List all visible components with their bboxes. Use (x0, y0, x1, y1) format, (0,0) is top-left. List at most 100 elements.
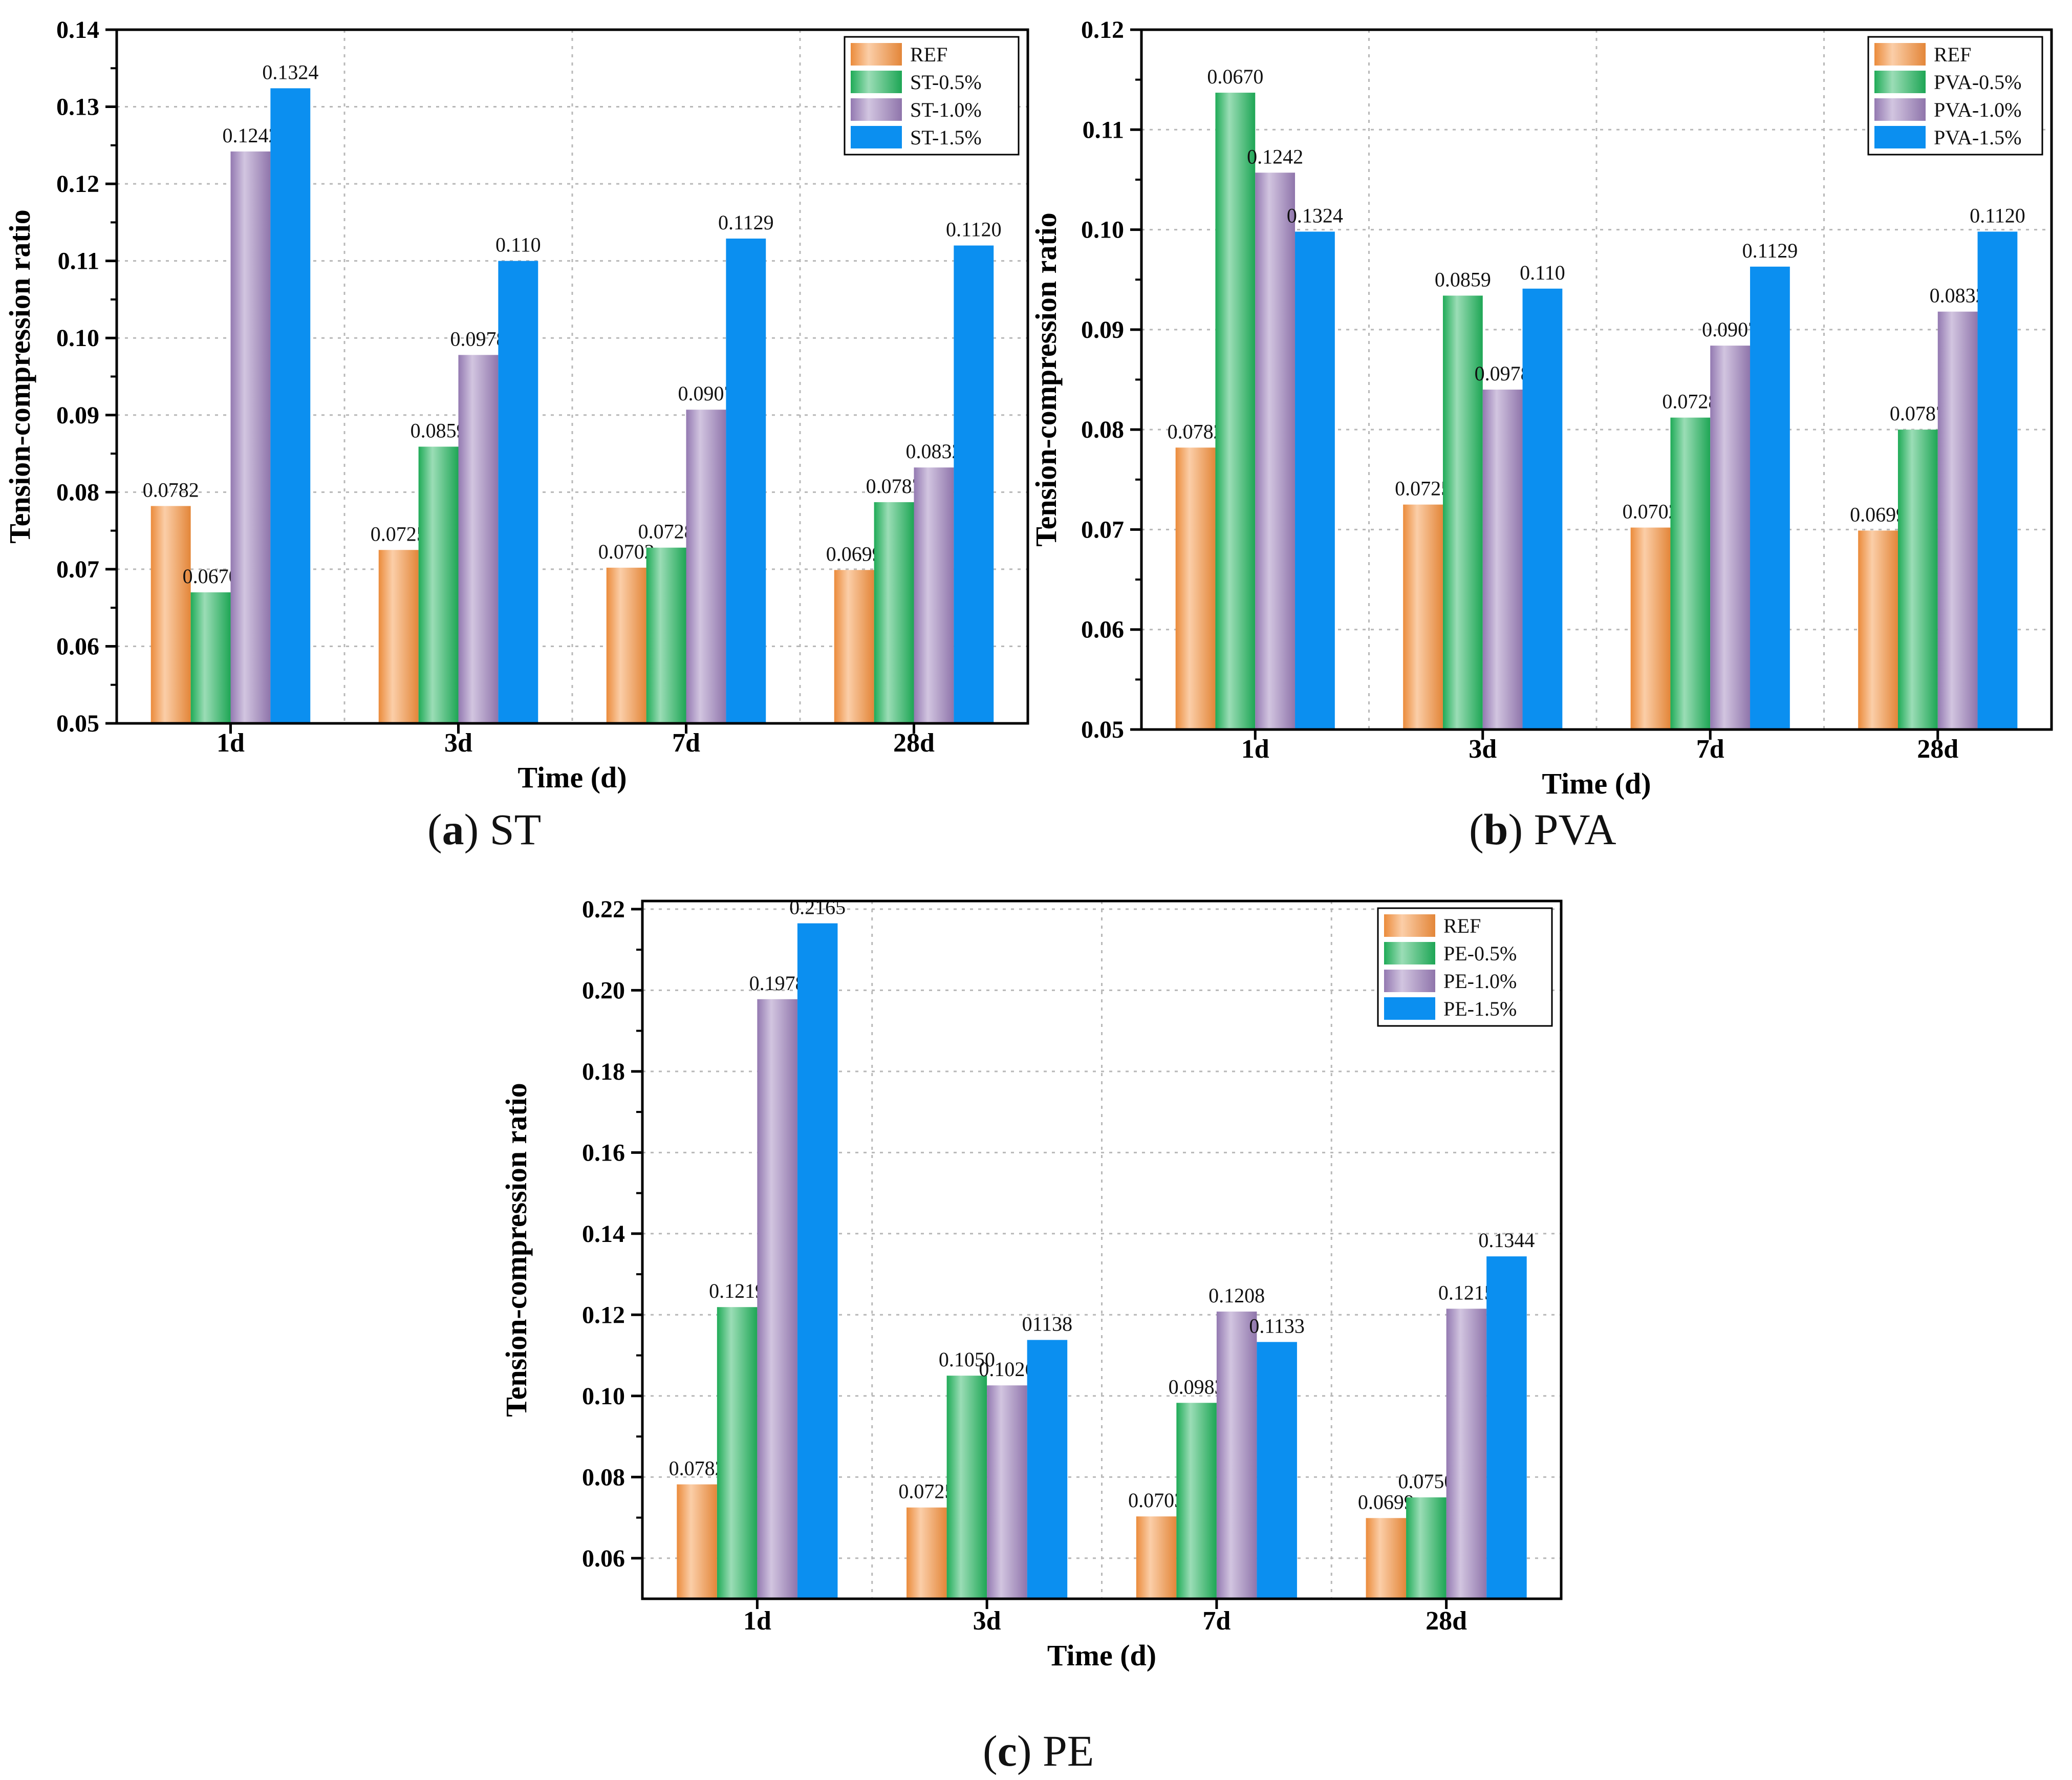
legend: REF ST-0.5% ST-1.0% ST-1.5% (844, 36, 1020, 156)
x-tick-label: 28d (893, 728, 935, 758)
data-label: 0.110 (495, 233, 541, 256)
data-label: 0.110 (1520, 261, 1565, 284)
data-label: 0.0702 (1623, 500, 1679, 523)
bar-s05-1d (1215, 93, 1256, 730)
bar-s15-3d (498, 261, 538, 724)
legend-label: PVA-1.0% (1934, 98, 2022, 121)
bar-s15-1d (797, 923, 838, 1599)
caption-b-letter: b (1483, 805, 1508, 854)
bar-ref-1d (677, 1484, 717, 1599)
data-label: 0.0702 (598, 540, 655, 563)
bar-ref-28d (1858, 530, 1898, 730)
data-label: 0.0832 (905, 440, 962, 463)
caption-c-text: PE (1042, 1726, 1094, 1775)
caption-a-text: ST (489, 805, 542, 854)
bar-ref-7d (606, 567, 646, 723)
legend: REF PE-0.5% PE-1.0% PE-1.5% (1377, 907, 1553, 1027)
caption-b: (b) PVA (1469, 805, 1616, 854)
x-tick-label: 28d (1426, 1606, 1467, 1636)
legend-label: REF (910, 43, 947, 66)
y-tick-label: 0.22 (582, 896, 625, 923)
legend-label: PE-0.5% (1443, 942, 1517, 965)
chart-c: 0.0782 0.0725 0.0703 0.0699 0.1219 0.1050 0.09… (500, 896, 1563, 1672)
bar-s15-7d (726, 239, 766, 723)
y-tick-label: 0.11 (58, 248, 99, 275)
y-axis-title: Tension-compression ratio (3, 209, 36, 544)
x-axis-title: Time (d) (517, 761, 627, 794)
data-label: 0.0703 (1128, 1489, 1184, 1512)
y-tick-label: 0.05 (1081, 716, 1124, 743)
data-label: 0.0978 (450, 327, 506, 350)
data-label: 0.1242 (1247, 145, 1303, 168)
y-tick-label: 0.18 (582, 1058, 625, 1085)
legend-label: ST-0.5% (910, 71, 982, 94)
y-axis-title: Tension-compression ratio (1029, 212, 1063, 547)
data-label: 0.0728 (638, 520, 695, 543)
legend-swatch-s15 (851, 126, 902, 148)
bar-s05-7d (1176, 1403, 1217, 1599)
y-tick-label: 0.10 (582, 1383, 625, 1410)
y-tick-label: 0.10 (56, 325, 99, 352)
x-tick-label: 1d (743, 1606, 771, 1636)
data-label: 0.1324 (1287, 204, 1343, 227)
plot-frame (641, 899, 1563, 1600)
data-label: 0.0670 (183, 565, 239, 588)
chart-b: 0.0782 0.0725 0.0702 0.0699 0.0670 0.0859 0.07… (1029, 16, 2053, 800)
data-label: 0.1215 (1438, 1281, 1495, 1304)
chart-a: 0.0782 0.0725 0.0702 0.0699 0.0670 0.0859 0.07… (3, 16, 1029, 794)
legend-swatch-s15 (1874, 126, 1926, 148)
y-tick-label: 0.14 (582, 1220, 625, 1248)
bar-s10-3d (458, 355, 499, 723)
data-label: 0.0725 (898, 1480, 955, 1503)
data-label: 0.0983 (1169, 1375, 1225, 1398)
x-tick-label: 7d (1696, 735, 1724, 764)
x-tick-label: 3d (444, 728, 472, 758)
x-tick-label: 1d (217, 728, 245, 758)
bar-s15-3d (1027, 1340, 1068, 1599)
x-tick-label: 3d (973, 1606, 1001, 1636)
y-tick-label: 0.08 (582, 1464, 625, 1491)
bar-s05-3d (946, 1376, 987, 1599)
data-label: 0.1219 (709, 1279, 765, 1302)
x-axis-title: Time (d) (1047, 1639, 1156, 1672)
legend-swatch-s05 (1384, 942, 1435, 964)
bar-s15-28d (1977, 231, 2018, 730)
bar-s10-1d (230, 151, 271, 723)
legend-swatch-s05 (851, 71, 902, 93)
legend-swatch-s15 (1384, 997, 1435, 1020)
data-label: 0.0787 (1890, 402, 1946, 425)
data-label: 0.0782 (1168, 420, 1224, 443)
y-tick-label: 0.11 (1083, 116, 1124, 143)
bar-s05-28d (1897, 430, 1938, 730)
data-label: 01138 (1022, 1312, 1073, 1335)
data-label: 0.1050 (939, 1348, 995, 1371)
y-tick-label: 0.14 (56, 16, 99, 44)
data-label: 0.0750 (1398, 1470, 1454, 1493)
bar-s10-28d (1937, 311, 1978, 730)
data-label: 0.1129 (1742, 239, 1798, 262)
data-label: 0.0907 (678, 382, 734, 405)
y-tick-label: 0.16 (582, 1139, 625, 1166)
bar-s10-7d (686, 410, 726, 723)
legend-swatch-ref (1874, 43, 1926, 66)
legend-label: PVA-0.5% (1934, 71, 2022, 94)
data-label: 0.2165 (789, 896, 846, 919)
data-label: 0.0832 (1930, 284, 1986, 307)
bar-ref-7d (1136, 1516, 1177, 1599)
x-tick-label: 3d (1469, 735, 1497, 764)
legend-swatch-s10 (851, 98, 902, 121)
data-label: 0.1129 (718, 211, 774, 234)
bar-ref-7d (1630, 527, 1671, 730)
caption-a-letter: a (442, 805, 464, 854)
caption-a: (a) ST (427, 805, 542, 854)
x-tick-label: 1d (1241, 735, 1269, 764)
data-label: 0.1120 (946, 218, 1002, 241)
y-axis-title: Tension-compression ratio (500, 1083, 533, 1417)
data-label: 0.1324 (262, 60, 318, 83)
y-tick-label: 0.06 (1081, 616, 1124, 644)
legend-label: PE-1.5% (1443, 997, 1517, 1020)
data-label: 0.1344 (1478, 1229, 1535, 1252)
data-label: 0.0670 (1207, 65, 1263, 88)
data-label: 0.1026 (979, 1358, 1035, 1381)
legend-label: REF (1934, 43, 1971, 66)
